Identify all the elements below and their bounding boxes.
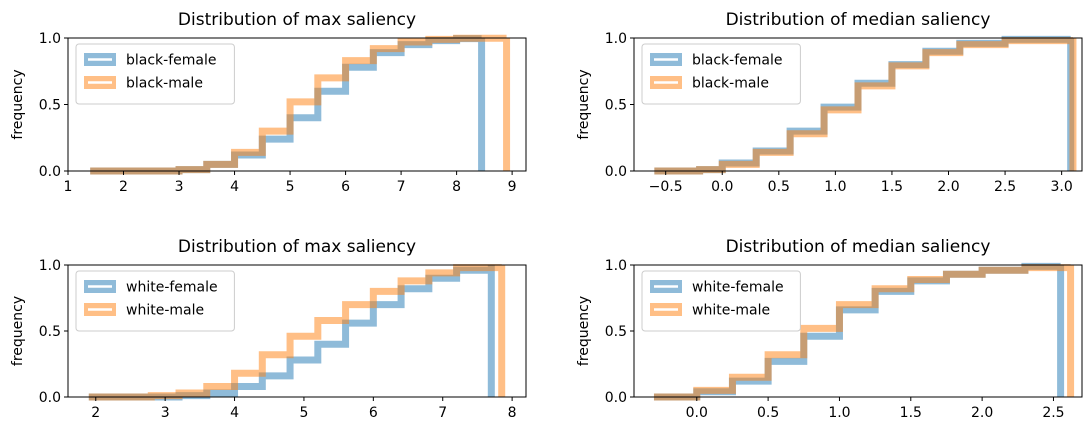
x-tick-label: 1.5 bbox=[900, 405, 922, 421]
x-tick-label: 0.0 bbox=[686, 405, 708, 421]
x-tick-label: 3.0 bbox=[1051, 179, 1073, 195]
legend-label: black-female bbox=[126, 53, 216, 69]
x-tick-label: 1.0 bbox=[824, 179, 846, 195]
x-tick-label: 4 bbox=[230, 405, 239, 421]
x-tick-label: 4 bbox=[230, 179, 239, 195]
x-tick-label: 2 bbox=[91, 405, 100, 421]
y-axis-label: frequency bbox=[576, 69, 592, 139]
chart-title: Distribution of median saliency bbox=[726, 237, 991, 257]
y-tick-label: 1.0 bbox=[39, 258, 61, 274]
x-tick-label: 6 bbox=[341, 179, 350, 195]
x-tick-label: 3 bbox=[161, 405, 170, 421]
x-tick-label: 8 bbox=[452, 179, 461, 195]
legend-label: black-female bbox=[692, 53, 782, 69]
x-tick-label: 3 bbox=[175, 179, 184, 195]
x-tick-label: 7 bbox=[397, 179, 406, 195]
chart-title: Distribution of median saliency bbox=[726, 10, 991, 30]
y-tick-label: 1.0 bbox=[605, 31, 627, 47]
x-tick-label: 0.0 bbox=[711, 179, 733, 195]
y-tick-label: 0.0 bbox=[39, 164, 61, 180]
x-tick-label: 1.5 bbox=[881, 179, 903, 195]
x-tick-label: 0.5 bbox=[768, 179, 790, 195]
y-tick-label: 0.5 bbox=[605, 98, 627, 114]
x-tick-label: 2.5 bbox=[1042, 405, 1064, 421]
y-tick-label: 1.0 bbox=[605, 258, 627, 274]
y-tick-label: 0.5 bbox=[39, 324, 61, 340]
x-tick-label: 2.0 bbox=[971, 405, 993, 421]
x-tick-label: 2.0 bbox=[937, 179, 959, 195]
x-tick-label: 9 bbox=[508, 179, 517, 195]
x-tick-label: 5 bbox=[299, 405, 308, 421]
x-tick-label: 2.5 bbox=[994, 179, 1016, 195]
y-tick-label: 1.0 bbox=[39, 31, 61, 47]
chart-title: Distribution of max saliency bbox=[178, 237, 416, 257]
y-axis-label: frequency bbox=[576, 296, 592, 366]
y-axis-label: frequency bbox=[10, 69, 26, 139]
x-tick-label: 6 bbox=[369, 405, 378, 421]
x-tick-label: 7 bbox=[438, 405, 447, 421]
y-tick-label: 0.5 bbox=[605, 324, 627, 340]
legend-label: black-male bbox=[126, 76, 203, 92]
x-tick-label: 1.0 bbox=[828, 405, 850, 421]
x-tick-label: 2 bbox=[119, 179, 128, 195]
legend-label: white-male bbox=[692, 303, 770, 319]
y-axis-label: frequency bbox=[10, 296, 26, 366]
legend-label: white-male bbox=[126, 303, 204, 319]
x-tick-label: 8 bbox=[508, 405, 517, 421]
y-tick-label: 0.5 bbox=[39, 98, 61, 114]
x-tick-label: 5 bbox=[286, 179, 295, 195]
chart-panel-3: 0.0 0.5 1.0 2 3 4 5 6 7 8 Distribution of max sali… bbox=[10, 237, 527, 421]
x-tick-label: 0.5 bbox=[757, 405, 779, 421]
chart-panel-1: 0.0 0.5 1.0 1 2 3 4 5 6 7 8 9 Distribution of max sa… bbox=[10, 10, 527, 195]
series-line-black-male bbox=[90, 34, 511, 175]
y-tick-label: 0.0 bbox=[605, 390, 627, 406]
legend-label: white-female bbox=[126, 280, 218, 296]
series-line-white-male bbox=[88, 264, 506, 401]
legend-label: white-female bbox=[692, 280, 784, 296]
x-tick-label: 1 bbox=[64, 179, 73, 195]
chart-panel-4: 0.0 0.5 1.0 0.0 0.5 1.0 1.5 2.0 2.5 Distribution … bbox=[576, 237, 1083, 421]
legend-label: black-male bbox=[692, 76, 769, 92]
series-line-black-male bbox=[654, 37, 1077, 175]
x-tick-label: −0.5 bbox=[649, 179, 683, 195]
chart-title: Distribution of max saliency bbox=[178, 10, 416, 30]
y-tick-label: 0.0 bbox=[605, 164, 627, 180]
chart-panel-2: 0.0 0.5 1.0 −0.5 0.0 0.5 1.0 1.5 2.0 2.5 3.0 Distri… bbox=[576, 10, 1083, 195]
y-tick-label: 0.0 bbox=[39, 390, 61, 406]
series-line-white-male bbox=[653, 264, 1075, 401]
